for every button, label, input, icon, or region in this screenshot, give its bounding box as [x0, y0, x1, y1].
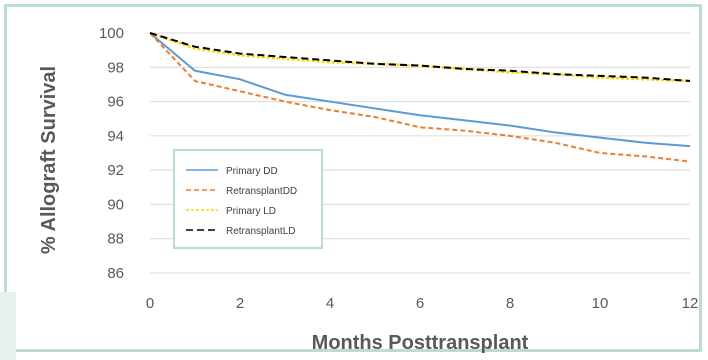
- y-tick-label: 88: [107, 231, 124, 248]
- y-tick-label: 100: [99, 25, 124, 42]
- y-tick-label: 98: [107, 59, 124, 76]
- frame-corner-decoration: [0, 292, 16, 360]
- frame-border: [4, 4, 702, 352]
- x-tick-label: 12: [682, 295, 699, 312]
- y-tick-label: 90: [107, 196, 124, 213]
- legend-entry-label: Primary DD: [226, 166, 278, 177]
- series-line-primary-ld: [149, 31, 691, 83]
- x-tick-label: 10: [592, 295, 609, 312]
- legend-entry-label: RetransplantLD: [226, 226, 295, 237]
- x-tick-label: 8: [506, 295, 514, 312]
- legend-entry-label: Primary LD: [226, 206, 276, 217]
- series-line-primary-dd: [149, 32, 691, 148]
- y-axis-label: % Allograft Survival: [38, 66, 60, 254]
- legend-entry-label: RetransplantDD: [226, 186, 297, 197]
- x-tick-label: 0: [146, 295, 154, 312]
- y-tick-label: 96: [107, 94, 124, 111]
- x-tick-label: 4: [326, 295, 334, 312]
- y-axis-ticks: 86 88 90 92 94 96 98 100: [99, 25, 124, 282]
- x-axis-label: Months Posttransplant: [312, 332, 529, 354]
- series-line-retransplantld: [149, 32, 691, 82]
- legend: Primary DD RetransplantDD Primary LD Retran…: [173, 149, 323, 249]
- y-tick-label: 94: [107, 128, 124, 145]
- x-tick-label: 6: [416, 295, 424, 312]
- x-axis-ticks: 0 2 4 6 8 10 12: [146, 295, 699, 312]
- legend-box: [173, 149, 323, 249]
- y-tick-label: 92: [107, 162, 124, 179]
- x-tick-label: 2: [236, 295, 244, 312]
- y-tick-label: 86: [107, 265, 124, 282]
- series-lines: [149, 31, 691, 163]
